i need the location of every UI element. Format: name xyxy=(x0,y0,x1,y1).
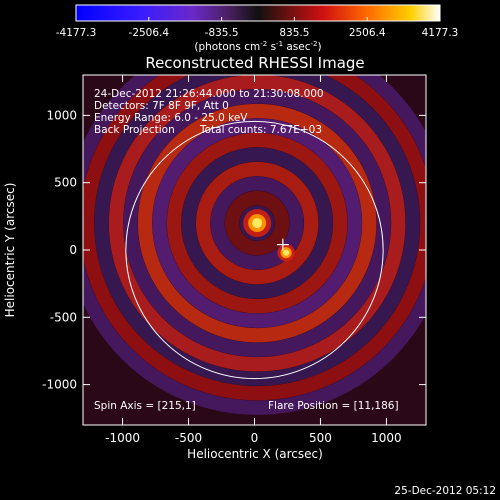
annotation-detectors: Detectors: 7F 8F 9F, Att 0 xyxy=(94,100,229,112)
heatmap-image xyxy=(83,75,426,415)
heatmap-ring xyxy=(152,118,362,328)
colorbar-tick-label: 4177.3 xyxy=(422,27,459,39)
annotation-time-range: 24-Dec-2012 21:26:44.000 to 21:30:08.000 xyxy=(94,88,324,100)
heatmap-ring xyxy=(210,176,304,270)
chart-title: Reconstructed RHESSI Image xyxy=(145,54,364,72)
y-axis-ticks: -1000 -500 0 500 1000 xyxy=(42,108,426,392)
heatmap-ring xyxy=(123,89,391,357)
heatmap-ring xyxy=(137,103,377,343)
annotation-counts: Total counts: 7.67E+03 xyxy=(199,124,322,136)
x-tick-label: -500 xyxy=(175,431,202,445)
y-tick-label: 500 xyxy=(54,176,77,190)
colorbar-tick-label: 835.5 xyxy=(279,27,309,39)
source-layer xyxy=(243,209,295,262)
colorbar-tick-label: -4177.3 xyxy=(56,27,97,39)
annotation-energy: Energy Range: 6.0 - 25.0 keV xyxy=(94,112,248,124)
colorbar-gradient xyxy=(75,4,441,22)
colorbar-unit-label: (photons cm-2 s-1 asec-2) xyxy=(194,40,321,53)
heatmap-ring xyxy=(224,190,290,256)
colorbar-tick-label: 2506.4 xyxy=(349,27,386,39)
heatmap-ring xyxy=(195,161,319,285)
x-tick-label: 1000 xyxy=(371,431,402,445)
colorbar-tick-label: -2506.4 xyxy=(129,27,170,39)
x-axis-label: Heliocentric X (arcsec) xyxy=(187,447,323,461)
y-tick-label: 1000 xyxy=(46,108,77,122)
heatmap-ring xyxy=(83,75,426,401)
heatmap-ring xyxy=(83,75,426,415)
annotations: 24-Dec-2012 21:26:44.000 to 21:30:08.000… xyxy=(94,88,399,412)
x-axis-ticks: -1000 -500 0 500 1000 xyxy=(105,75,402,445)
annotation-method: Back Projection xyxy=(94,124,175,136)
annotation-flare-position: Flare Position = [11,186] xyxy=(268,400,399,412)
annotation-spin-axis: Spin Axis = [215,1] xyxy=(94,400,196,412)
y-tick-label: 0 xyxy=(69,243,77,257)
solar-limb-circle xyxy=(125,120,384,380)
y-tick-label: -1000 xyxy=(42,378,77,392)
y-axis-label: Heliocentric Y (arcsec) xyxy=(3,183,17,318)
heatmap-ring xyxy=(181,147,333,299)
source-core xyxy=(283,249,290,256)
y-tick-label: -500 xyxy=(50,310,77,324)
x-tick-label: 0 xyxy=(251,431,259,445)
x-tick-label: -1000 xyxy=(105,431,140,445)
flare-position-marker xyxy=(276,238,289,251)
colorbar-ticks: -4177.3 -2506.4 -835.5 835.5 2506.4 4177.3 xyxy=(56,17,459,39)
heatmap-ring xyxy=(166,132,348,314)
source-core xyxy=(252,218,263,229)
heatmap-ring xyxy=(108,75,406,372)
colorbar-tick-label: -835.5 xyxy=(205,27,239,39)
colorbar: -4177.3 -2506.4 -835.5 835.5 2506.4 4177.3 (p… xyxy=(56,4,459,53)
timestamp: 25-Dec-2012 05:12 xyxy=(394,485,496,497)
x-tick-label: 500 xyxy=(309,431,332,445)
